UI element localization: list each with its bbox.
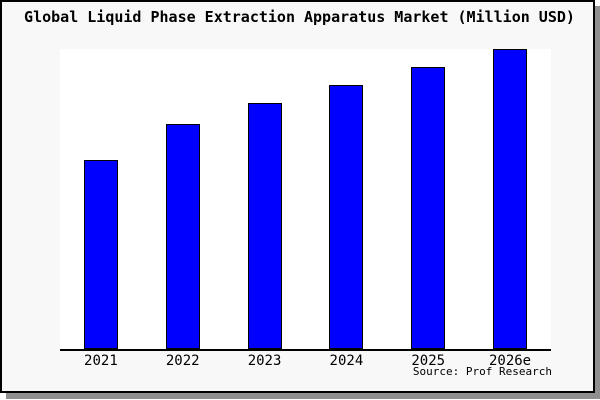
bar-slot — [469, 49, 551, 349]
plot-area — [60, 49, 551, 351]
x-tick-label: 2024 — [329, 353, 364, 369]
bar-slot — [387, 49, 469, 349]
bar-slot — [305, 49, 387, 349]
x-tick-label: 2025 — [411, 353, 446, 369]
bar-2024 — [329, 85, 364, 349]
x-tick-label: 2021 — [84, 353, 118, 369]
bar-2025 — [411, 67, 446, 349]
bar-2022 — [165, 124, 200, 349]
bar-slot — [60, 49, 142, 349]
bar-2026e — [493, 49, 528, 349]
bar-slot — [224, 49, 306, 349]
chart-title: Global Liquid Phase Extraction Apparatus… — [24, 8, 575, 26]
x-tick-label: 2023 — [247, 353, 282, 369]
x-tick-label: 2026e — [488, 353, 532, 369]
x-axis-labels: 2021 2022 2023 2024 2025 2026e — [60, 354, 551, 368]
bar-2021 — [83, 160, 118, 349]
bars — [60, 49, 551, 349]
bar-slot — [142, 49, 224, 349]
source-credit: Source: Prof Research — [412, 365, 552, 378]
x-tick-label: 2022 — [165, 353, 200, 369]
bar-2023 — [247, 103, 282, 349]
